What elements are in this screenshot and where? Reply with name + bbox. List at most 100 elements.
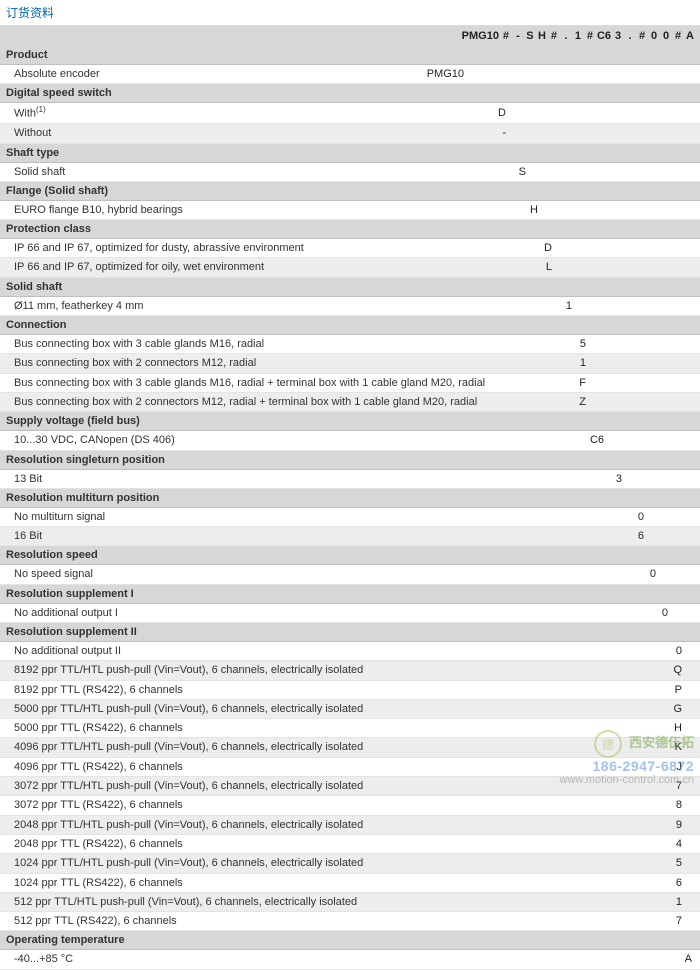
option-row: -40...+85 °CA [0, 950, 700, 969]
option-row: No additional output I0 [0, 604, 700, 623]
section-header: Connection [0, 316, 700, 335]
option-code: G [670, 702, 694, 716]
option-label: No additional output I [14, 606, 662, 620]
option-label: 8192 ppr TTL/HTL push-pull (Vin=Vout), 6… [14, 663, 670, 677]
option-row: 3072 ppr TTL (RS422), 6 channels8 [0, 796, 700, 815]
option-label: 5000 ppr TTL (RS422), 6 channels [14, 721, 670, 735]
option-code: - [502, 126, 694, 140]
option-code: F [579, 376, 694, 390]
option-code: P [670, 683, 694, 697]
option-row: 512 ppr TTL (RS422), 6 channels7 [0, 912, 700, 931]
section-header: Resolution supplement I [0, 585, 700, 604]
option-row: IP 66 and IP 67, optimized for dusty, ab… [0, 239, 700, 258]
option-code: 6 [670, 876, 694, 890]
option-code: L [546, 260, 694, 274]
option-label: 1024 ppr TTL (RS422), 6 channels [14, 876, 670, 890]
option-code: H [670, 721, 694, 735]
code-bar-cell: # [548, 30, 560, 42]
code-bar-cell: 0 [660, 30, 672, 42]
option-code: 0 [662, 606, 694, 620]
option-label: 2048 ppr TTL (RS422), 6 channels [14, 837, 670, 851]
option-label: IP 66 and IP 67, optimized for oily, wet… [14, 260, 546, 274]
code-bar-cell: S [524, 30, 536, 42]
option-label: 5000 ppr TTL/HTL push-pull (Vin=Vout), 6… [14, 702, 670, 716]
option-code: Z [579, 395, 694, 409]
option-row: Without- [0, 124, 700, 143]
option-label: 512 ppr TTL/HTL push-pull (Vin=Vout), 6 … [14, 895, 670, 909]
option-row: 16 Bit6 [0, 527, 700, 546]
section-header: Digital speed switch [0, 84, 700, 103]
option-label: With(1) [14, 105, 498, 121]
section-header: Resolution multiturn position [0, 489, 700, 508]
code-bar-cell: 1 [572, 30, 584, 42]
option-label: 16 Bit [14, 529, 638, 543]
option-label: 3072 ppr TTL/HTL push-pull (Vin=Vout), 6… [14, 779, 670, 793]
code-bar-cell: # [672, 30, 684, 42]
option-code: 7 [670, 779, 694, 793]
option-label: Bus connecting box with 3 cable glands M… [14, 376, 579, 390]
option-code: 0 [670, 644, 694, 658]
option-row: 8192 ppr TTL/HTL push-pull (Vin=Vout), 6… [0, 661, 700, 680]
option-code: A [670, 952, 694, 966]
option-label: 512 ppr TTL (RS422), 6 channels [14, 914, 670, 928]
option-label: EURO flange B10, hybrid bearings [14, 203, 530, 217]
option-code: 6 [638, 529, 694, 543]
option-row: 2048 ppr TTL/HTL push-pull (Vin=Vout), 6… [0, 816, 700, 835]
section-header: Shaft type [0, 144, 700, 163]
option-label: 2048 ppr TTL/HTL push-pull (Vin=Vout), 6… [14, 818, 670, 832]
option-code: 3 [616, 472, 694, 486]
option-label: Without [14, 126, 502, 140]
option-row: 8192 ppr TTL (RS422), 6 channelsP [0, 681, 700, 700]
option-label: 4096 ppr TTL/HTL push-pull (Vin=Vout), 6… [14, 740, 670, 754]
option-label: 10...30 VDC, CANopen (DS 406) [14, 433, 590, 447]
option-code: S [519, 165, 694, 179]
option-row: 10...30 VDC, CANopen (DS 406)C6 [0, 431, 700, 450]
code-bar-cell: # [500, 30, 512, 42]
code-bar-cell: # [584, 30, 596, 42]
option-label: No multiturn signal [14, 510, 638, 524]
option-code: 1 [566, 299, 694, 313]
code-bar-cell: 0 [648, 30, 660, 42]
option-row: Ø11 mm, featherkey 4 mm1 [0, 297, 700, 316]
section-header: Solid shaft [0, 278, 700, 297]
option-row: 5000 ppr TTL/HTL push-pull (Vin=Vout), 6… [0, 700, 700, 719]
option-code: 9 [670, 818, 694, 832]
page-title: 订货资料 [0, 0, 700, 26]
option-code: C6 [590, 433, 694, 447]
option-row: With(1)D [0, 103, 700, 124]
section-header: Resolution singleturn position [0, 451, 700, 470]
section-header: Product [0, 46, 700, 65]
option-code: 7 [670, 914, 694, 928]
option-row: No additional output II0 [0, 642, 700, 661]
option-code: 0 [650, 567, 694, 581]
option-row: 13 Bit3 [0, 470, 700, 489]
option-row: Solid shaftS [0, 163, 700, 182]
option-label: IP 66 and IP 67, optimized for dusty, ab… [14, 241, 544, 255]
option-code: 1 [580, 356, 694, 370]
option-code: J [670, 760, 694, 774]
option-row: IP 66 and IP 67, optimized for oily, wet… [0, 258, 700, 277]
code-bar-cell: PMG10 [461, 30, 500, 42]
section-header: Supply voltage (field bus) [0, 412, 700, 431]
option-row: EURO flange B10, hybrid bearingsH [0, 201, 700, 220]
option-code: H [530, 203, 694, 217]
option-row: 2048 ppr TTL (RS422), 6 channels4 [0, 835, 700, 854]
option-code: Q [670, 663, 694, 677]
option-row: No multiturn signal0 [0, 508, 700, 527]
option-row: Bus connecting box with 3 cable glands M… [0, 374, 700, 393]
option-code: K [670, 740, 694, 754]
option-row: 4096 ppr TTL/HTL push-pull (Vin=Vout), 6… [0, 738, 700, 757]
section-header: Operating temperature [0, 931, 700, 950]
code-bar-cell: . [560, 30, 572, 42]
option-row: Absolute encoderPMG10 [0, 65, 700, 84]
option-code: PMG10 [427, 67, 694, 81]
option-code: 4 [670, 837, 694, 851]
option-code: D [544, 241, 694, 255]
option-label: Bus connecting box with 3 cable glands M… [14, 337, 580, 351]
section-header: Flange (Solid shaft) [0, 182, 700, 201]
option-label: 3072 ppr TTL (RS422), 6 channels [14, 798, 670, 812]
option-code: D [498, 106, 694, 120]
code-bar-cell: - [512, 30, 524, 42]
code-bar-cell: # [636, 30, 648, 42]
section-header: Resolution supplement II [0, 623, 700, 642]
